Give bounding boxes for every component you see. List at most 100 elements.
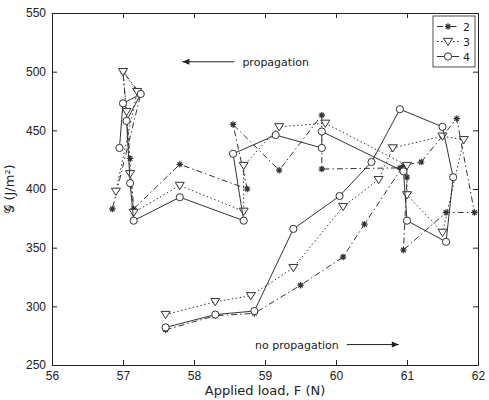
data-point (240, 217, 247, 224)
x-tick (52, 13, 53, 18)
data-point (450, 174, 457, 181)
data-point (111, 188, 120, 195)
data-point (138, 91, 144, 97)
y-tick-mark (473, 189, 478, 190)
data-point (336, 192, 343, 199)
data-point (374, 176, 383, 183)
x-tick (265, 13, 266, 18)
data-point (119, 100, 126, 107)
chart: 56575859606162250300350400450500550Appli… (0, 0, 489, 400)
data-point (246, 293, 255, 300)
x-tick: 58 (188, 360, 202, 383)
series-line (116, 72, 464, 315)
plot-area (109, 68, 478, 333)
y-tick: 550 (26, 6, 57, 20)
x-tick (407, 13, 408, 18)
data-point (340, 254, 346, 260)
x-tick (194, 13, 195, 18)
y-tick-mark (52, 72, 57, 73)
x-tick-mark (194, 13, 195, 18)
frame-line (478, 14, 479, 366)
x-tick-mark (123, 13, 124, 18)
data-point (400, 168, 407, 175)
legend-box (433, 16, 475, 67)
data-point (297, 282, 303, 288)
data-point (130, 217, 137, 224)
x-axis-line (53, 365, 479, 366)
data-point (368, 158, 375, 165)
data-point (161, 311, 170, 318)
x-tick-mark (265, 13, 266, 18)
data-point (239, 162, 248, 169)
y-tick (473, 130, 478, 131)
data-point (116, 144, 123, 151)
data-point (175, 182, 184, 189)
y-tick-label: 400 (26, 182, 46, 196)
data-point (318, 128, 325, 135)
arrow-shaft (182, 61, 234, 62)
y-tick: 300 (26, 300, 57, 314)
series-line (112, 72, 474, 330)
y-tick: 350 (26, 241, 57, 255)
x-tick-label: 60 (330, 369, 344, 383)
data-point (212, 311, 219, 318)
x-tick-label: 56 (46, 369, 60, 383)
y-tick (473, 365, 478, 366)
legend-marker (444, 53, 451, 60)
y-tick (473, 248, 478, 249)
x-tick-mark (123, 360, 124, 365)
data-point (123, 117, 130, 124)
data-point (396, 106, 403, 113)
x-tick-mark (407, 360, 408, 365)
data-point (119, 69, 128, 76)
x-axis: 56575859606162 (46, 360, 486, 383)
data-point (289, 264, 298, 271)
legend-label: 4 (463, 51, 470, 64)
legend: 234 (433, 16, 475, 67)
y-tick-mark (52, 365, 57, 366)
y-tick: 400 (26, 182, 57, 196)
y-tick-mark (473, 72, 478, 73)
y-tick (473, 13, 478, 14)
y-tick-mark (473, 248, 478, 249)
data-point (443, 209, 449, 215)
x-tick-mark (52, 13, 53, 18)
x-tick-label: 62 (472, 369, 486, 383)
data-point (137, 90, 144, 97)
data-point (438, 229, 447, 236)
y-axis-title: 𝒢 (J/m²) (2, 164, 17, 213)
y-tick-mark (473, 365, 478, 366)
data-point (361, 221, 367, 227)
annotation: no propagation (255, 339, 339, 352)
y-tick-mark (52, 248, 57, 249)
x-tick: 60 (330, 360, 344, 383)
data-point (400, 247, 406, 253)
data-point (109, 206, 115, 212)
data-point (319, 166, 325, 172)
legend-marker (445, 23, 451, 29)
data-point (454, 115, 460, 121)
data-point (471, 209, 477, 215)
x-tick-label: 59 (259, 369, 273, 383)
data-point (239, 208, 248, 215)
annotation: propagation (242, 56, 309, 69)
y-tick-label: 300 (26, 300, 46, 314)
data-point (251, 307, 258, 314)
y-tick-label: 500 (26, 65, 46, 79)
x-tick (336, 13, 337, 18)
y-axis: 250300350400450500550 (26, 6, 57, 372)
y-tick (473, 306, 478, 307)
data-point (459, 137, 468, 144)
x-tick-label: 58 (188, 369, 202, 383)
data-point (275, 124, 284, 131)
data-point (442, 238, 449, 245)
data-point (176, 194, 183, 201)
x-tick: 59 (259, 360, 273, 383)
x-tick-label: 57 (117, 369, 131, 383)
series-line (119, 94, 453, 327)
x-tick-mark (336, 13, 337, 18)
data-point (230, 121, 236, 127)
legend-label: 2 (463, 21, 470, 34)
arrow-head (392, 342, 399, 348)
y-tick: 450 (26, 124, 57, 138)
